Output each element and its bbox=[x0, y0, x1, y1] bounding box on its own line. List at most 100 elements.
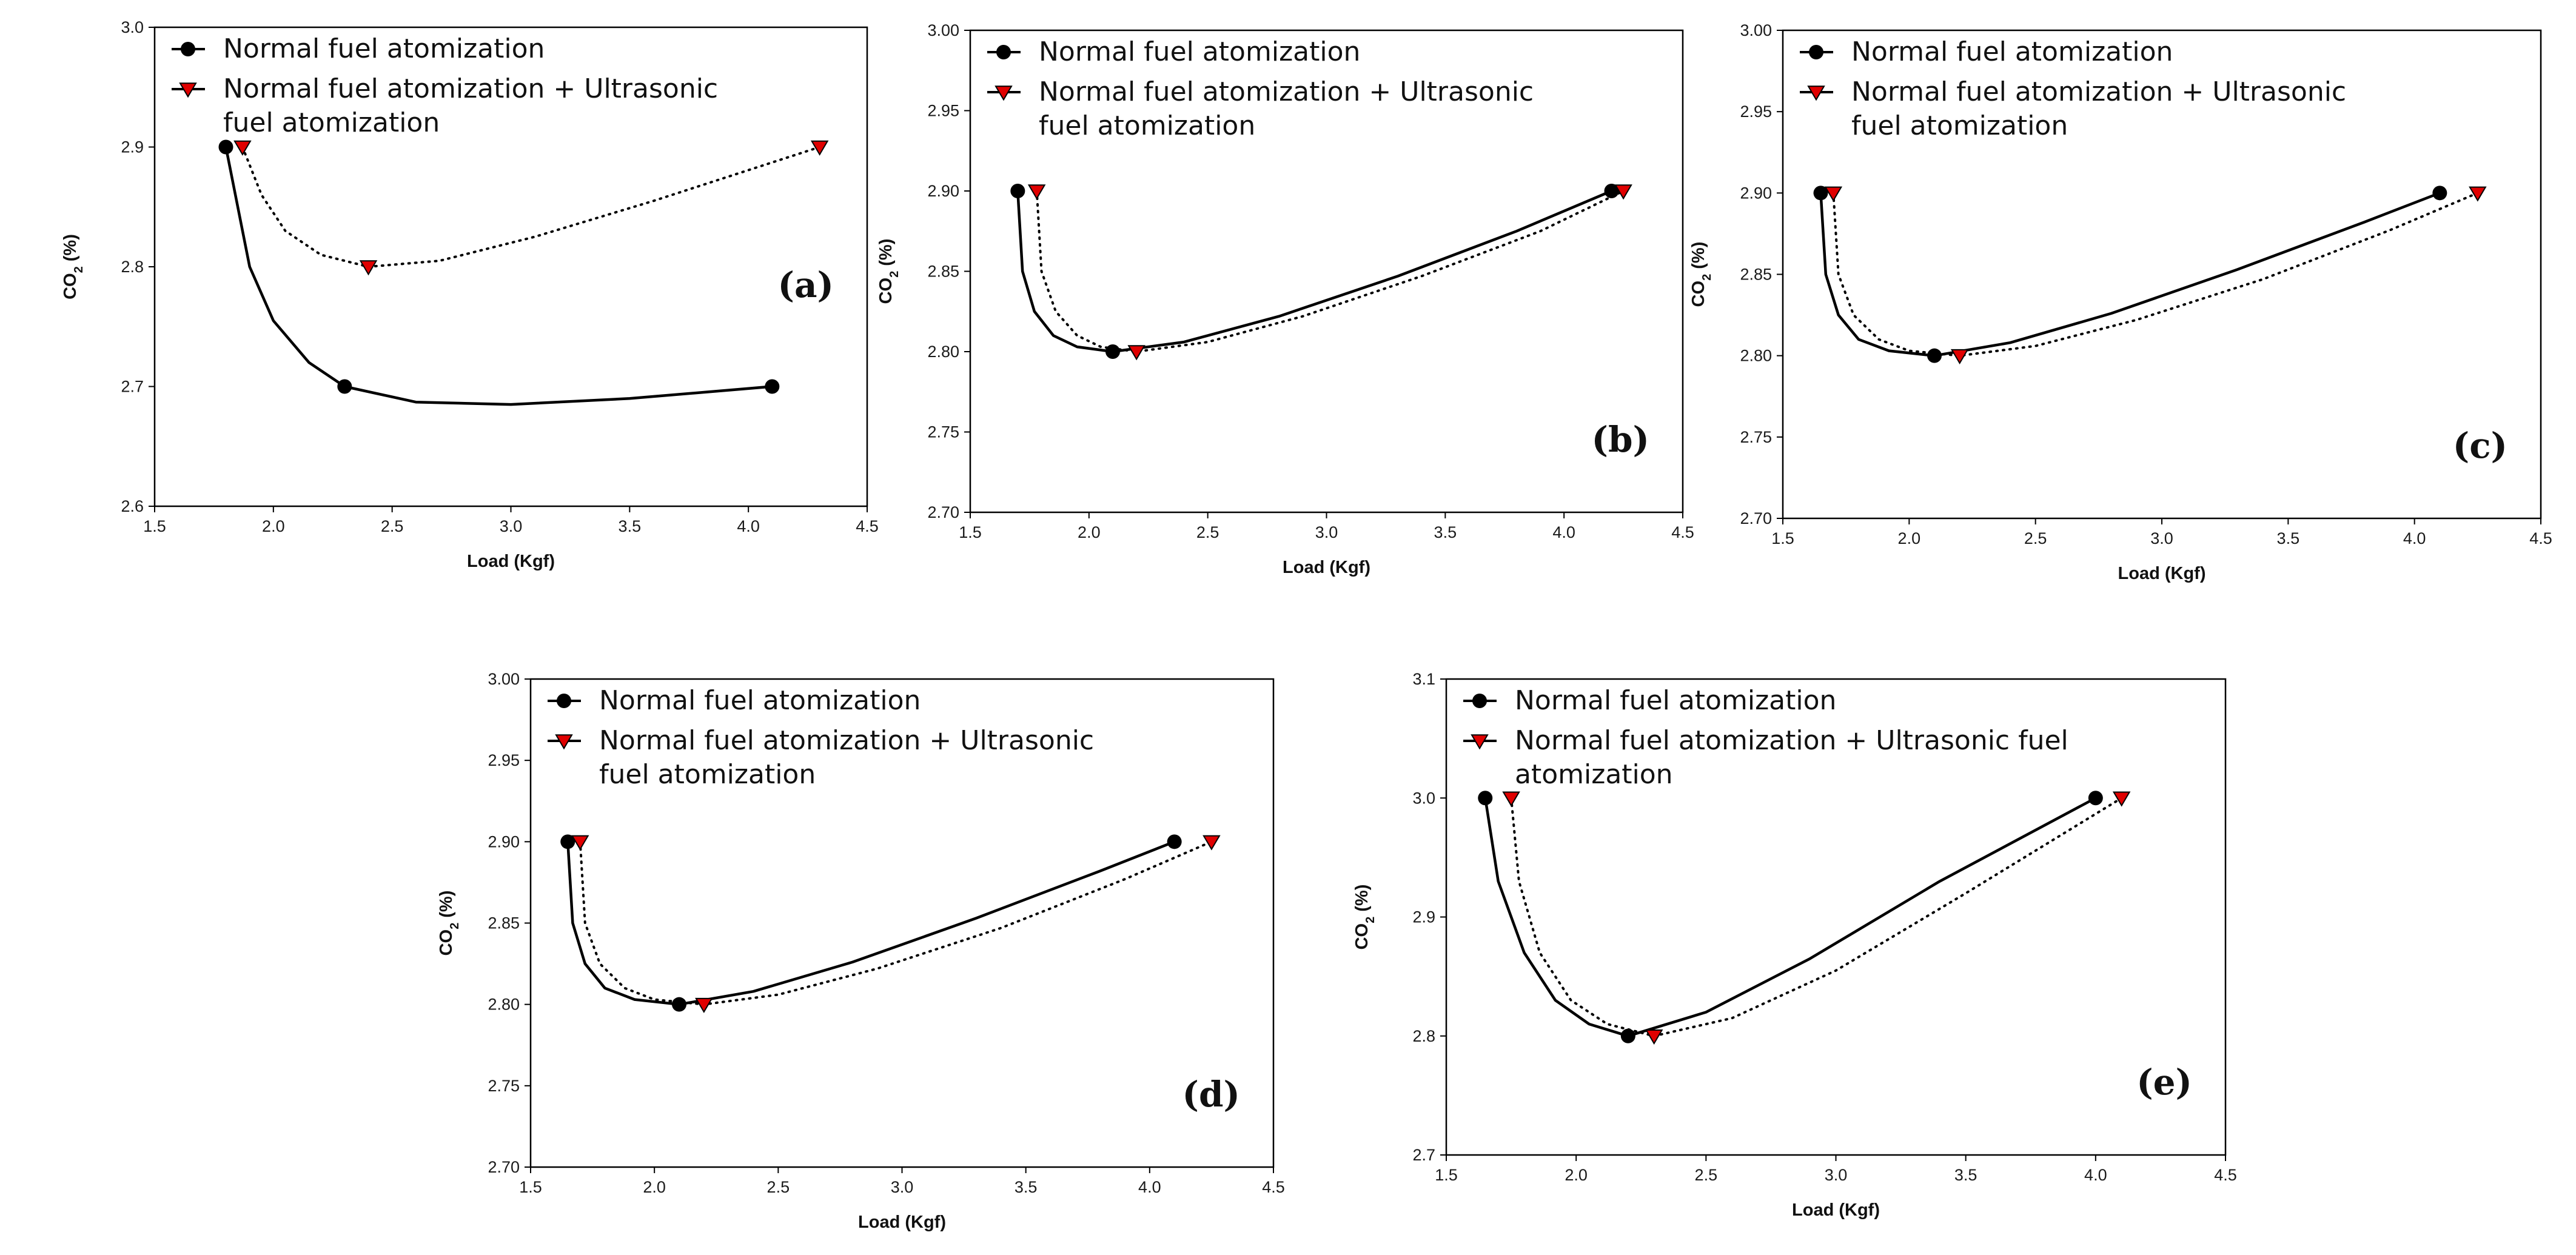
x-axis-title: Load (Kgf) bbox=[858, 1213, 946, 1232]
x-tick-label: 4.0 bbox=[2084, 1166, 2107, 1184]
y-tick-label: 2.70 bbox=[927, 503, 959, 521]
x-tick-label: 2.0 bbox=[643, 1178, 666, 1196]
ultrasonic-series-point bbox=[1202, 835, 1221, 851]
legend-triangle-marker bbox=[555, 734, 573, 750]
normal-series-point bbox=[1167, 834, 1182, 849]
x-tick-label: 2.5 bbox=[381, 517, 404, 535]
ultrasonic-series-point bbox=[1027, 184, 1046, 200]
legend-circle-marker bbox=[996, 45, 1011, 59]
ultrasonic-series-point bbox=[810, 140, 829, 156]
y-tick-label: 3.00 bbox=[927, 21, 959, 39]
x-axis-title: Load (Kgf) bbox=[1792, 1200, 1880, 1220]
y-tick-label: 2.6 bbox=[121, 497, 144, 515]
legend-label: atomization bbox=[1515, 759, 1673, 790]
y-tick-label: 2.80 bbox=[927, 343, 959, 361]
y-tick-label: 2.8 bbox=[1412, 1027, 1435, 1045]
x-tick-label: 1.5 bbox=[143, 517, 166, 535]
legend-label: Normal fuel atomization bbox=[223, 33, 545, 64]
legend-label: fuel atomization bbox=[1039, 110, 1255, 141]
y-tick-label: 2.95 bbox=[488, 751, 520, 769]
x-tick-label: 4.0 bbox=[1552, 523, 1575, 541]
y-tick-label: 2.95 bbox=[1740, 102, 1772, 121]
normal-series-point bbox=[560, 834, 575, 849]
ultrasonic-series-point bbox=[1502, 791, 1520, 807]
ultrasonic-series-point bbox=[1824, 186, 1843, 202]
chart-panel-2: 1.5 2.0 2.5 3.0 3.5 4.0 4.5 2.70 2.75 2.80 2.85 2.9… bbox=[876, 21, 1694, 577]
y-tick-label: 2.75 bbox=[488, 1077, 520, 1095]
x-tick-label: 2.5 bbox=[1196, 523, 1219, 541]
normal-series-point bbox=[1927, 348, 1942, 363]
x-tick-label: 3.0 bbox=[500, 517, 523, 535]
normal-series-line bbox=[1016, 189, 1613, 353]
y-tick-label: 2.85 bbox=[488, 914, 520, 932]
normal-series-point bbox=[2432, 186, 2447, 201]
legend-label: fuel atomization bbox=[599, 759, 816, 790]
x-tick-label: 2.0 bbox=[1078, 523, 1101, 541]
y-axis-title: CO2 (%) bbox=[61, 234, 86, 300]
x-tick-label: 2.0 bbox=[262, 517, 285, 535]
x-tick-label: 4.5 bbox=[2529, 529, 2552, 547]
ultrasonic-series-point bbox=[571, 835, 589, 851]
ultrasonic-series-point bbox=[1614, 184, 1632, 200]
y-tick-label: 2.7 bbox=[121, 378, 144, 396]
legend-circle-marker bbox=[1809, 45, 1823, 59]
legend-label: Normal fuel atomization + Ultrasonic bbox=[1039, 76, 1534, 107]
y-tick-label: 2.85 bbox=[1740, 266, 1772, 284]
x-axis-title: Load (Kgf) bbox=[467, 552, 555, 571]
y-tick-label: 2.8 bbox=[121, 258, 144, 276]
y-axis-title: CO2 (%) bbox=[876, 239, 901, 304]
y-tick-label: 3.0 bbox=[1412, 789, 1435, 807]
x-tick-label: 3.0 bbox=[891, 1178, 914, 1196]
legend-label: Normal fuel atomization + Ultrasonic bbox=[599, 725, 1094, 756]
normal-series-line bbox=[224, 146, 774, 406]
normal-series-point bbox=[672, 997, 686, 1012]
legend-label: Normal fuel atomization + Ultrasonic bbox=[1851, 76, 2346, 107]
x-tick-label: 2.5 bbox=[2024, 529, 2047, 547]
ultrasonic-series-line bbox=[1035, 190, 1625, 353]
x-tick-label: 4.5 bbox=[2214, 1166, 2237, 1184]
chart-panel-5: 1.5 2.0 2.5 3.0 3.5 4.0 4.5 2.7 2.8 2.9 3.0 3.1 Load… bbox=[1352, 670, 2237, 1220]
normal-series-point bbox=[1478, 791, 1493, 806]
ultrasonic-series-point bbox=[2469, 186, 2487, 202]
normal-series-line bbox=[1484, 797, 2098, 1038]
normal-series-point bbox=[337, 379, 352, 394]
x-tick-label: 4.5 bbox=[1262, 1178, 1285, 1196]
x-tick-label: 1.5 bbox=[959, 523, 982, 541]
chart-panel-4: 1.5 2.0 2.5 3.0 3.5 4.0 4.5 2.70 2.75 2.80 2.85 2.9… bbox=[437, 670, 1285, 1232]
y-tick-label: 2.9 bbox=[1412, 908, 1435, 926]
y-tick-label: 2.85 bbox=[927, 263, 959, 281]
x-tick-label: 2.0 bbox=[1898, 529, 1921, 547]
legend-label: Normal fuel atomization + Ultrasonic bbox=[223, 73, 718, 104]
y-tick-label: 2.90 bbox=[1740, 184, 1772, 202]
y-axis-title: CO2 (%) bbox=[437, 891, 461, 956]
legend-label: Normal fuel atomization bbox=[1515, 685, 1836, 716]
chart-panel-1: 1.5 2.0 2.5 3.0 3.5 4.0 4.5 2.6 2.7 2.8 2.9 3.0 Load… bbox=[61, 18, 879, 571]
legend-triangle-marker bbox=[179, 82, 197, 98]
x-tick-label: 3.5 bbox=[2277, 529, 2300, 547]
x-tick-label: 4.0 bbox=[1138, 1178, 1161, 1196]
legend-label: fuel atomization bbox=[223, 107, 440, 138]
normal-series-line bbox=[566, 840, 1176, 1006]
y-tick-label: 2.70 bbox=[1740, 509, 1772, 527]
ultrasonic-series-line bbox=[1510, 797, 2123, 1037]
legend-triangle-marker bbox=[1471, 734, 1489, 750]
x-tick-label: 2.0 bbox=[1565, 1166, 1588, 1184]
ultrasonic-series-point bbox=[695, 997, 713, 1013]
x-tick-label: 1.5 bbox=[1771, 529, 1794, 547]
normal-series-point bbox=[218, 139, 233, 155]
normal-series-line bbox=[1819, 192, 2441, 357]
x-tick-label: 4.5 bbox=[1671, 523, 1694, 541]
panel-label: (a) bbox=[778, 264, 834, 306]
ultrasonic-series-line bbox=[241, 146, 821, 268]
legend-triangle-marker bbox=[995, 85, 1013, 101]
legend-label: Normal fuel atomization bbox=[1039, 36, 1360, 67]
normal-series-point bbox=[1010, 184, 1025, 198]
ultrasonic-series-point bbox=[1950, 349, 1969, 364]
x-tick-label: 3.5 bbox=[1434, 523, 1457, 541]
legend-label: Normal fuel atomization bbox=[599, 685, 921, 716]
x-tick-label: 3.0 bbox=[1315, 523, 1338, 541]
x-tick-label: 4.0 bbox=[2403, 529, 2426, 547]
y-tick-label: 2.7 bbox=[1412, 1146, 1435, 1164]
ultrasonic-series-point bbox=[1127, 345, 1145, 361]
